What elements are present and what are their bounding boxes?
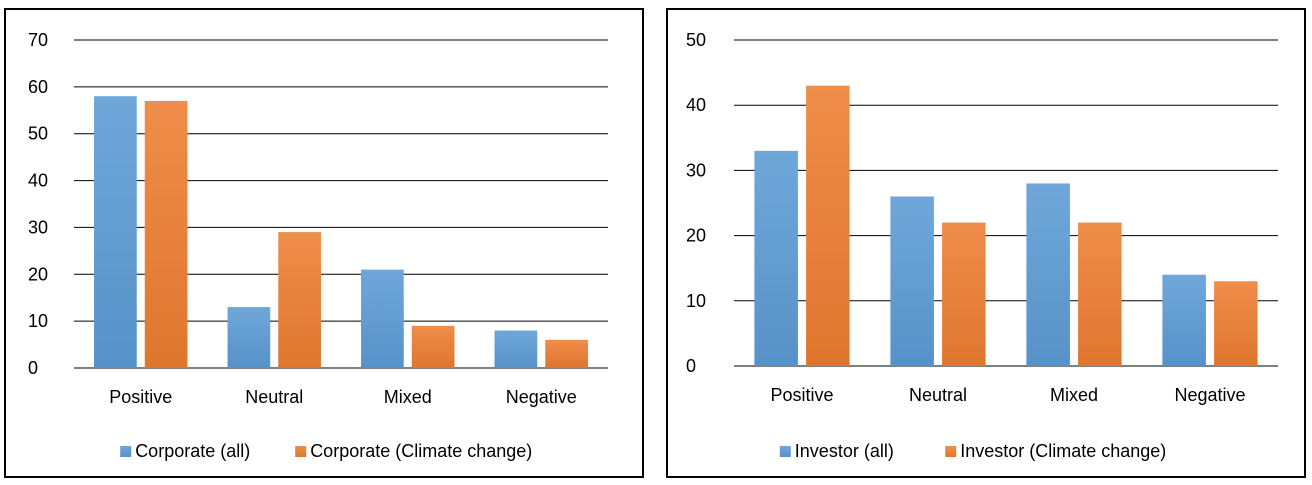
bar-investor-climate-change-neutral (942, 222, 986, 366)
legend-swatch (295, 446, 307, 457)
category-label: Negative (1174, 385, 1245, 405)
legend-label: Corporate (Climate change) (310, 441, 532, 461)
category-label: Positive (109, 387, 172, 407)
bar-investor-all-neutral (890, 196, 934, 366)
y-tick-label: 20 (28, 264, 48, 284)
category-label: Neutral (909, 385, 967, 405)
y-tick-label: 10 (686, 291, 706, 311)
y-tick-label: 10 (28, 311, 48, 331)
bar-corporate-all-negative (494, 330, 538, 368)
y-tick-label: 40 (686, 95, 706, 115)
category-label: Negative (506, 387, 577, 407)
y-tick-label: 0 (28, 358, 38, 378)
y-tick-label: 20 (686, 226, 706, 246)
bar-investor-climate-change-mixed (1078, 222, 1122, 366)
legend-label: Investor (Climate change) (960, 441, 1166, 461)
bar-corporate-all-positive (94, 96, 137, 368)
bar-corporate-climate-change-mixed (411, 325, 455, 368)
bar-investor-all-negative (1162, 274, 1206, 366)
bar-corporate-climate-change-neutral (278, 232, 321, 368)
y-tick-label: 50 (686, 30, 706, 50)
category-label: Positive (770, 385, 833, 405)
y-tick-label: 70 (28, 30, 48, 50)
legend-label: Investor (all) (795, 441, 894, 461)
legend-swatch (120, 446, 132, 457)
y-tick-label: 50 (28, 124, 48, 144)
chart-panel-corporate: 0 10 20 30 40 50 60 70 Positive Neutral Mixed Negat… (4, 8, 644, 478)
y-tick-label: 30 (28, 217, 48, 237)
y-tick-label: 30 (686, 160, 706, 180)
category-label: Mixed (1050, 385, 1098, 405)
category-label: Mixed (384, 387, 432, 407)
bar-investor-all-mixed (1026, 183, 1070, 366)
bar-investor-climate-change-positive (806, 85, 850, 366)
chart-corporate: 0 10 20 30 40 50 60 70 Positive Neutral Mixed Negat… (28, 30, 608, 461)
bar-investor-climate-change-negative (1214, 281, 1258, 366)
bar-corporate-climate-change-negative (545, 339, 588, 368)
bar-corporate-climate-change-positive (144, 100, 188, 369)
legend-label: Corporate (all) (135, 441, 250, 461)
bar-corporate-all-mixed (361, 269, 404, 368)
chart-investor: 0 10 20 30 40 50 Positive Neutral Mixed Negative I… (686, 30, 1278, 461)
legend-swatch (945, 446, 957, 457)
y-tick-label: 0 (686, 356, 696, 376)
y-tick-label: 60 (28, 77, 48, 97)
bar-investor-all-positive (754, 150, 798, 366)
category-label: Neutral (245, 387, 303, 407)
y-tick-label: 40 (28, 171, 48, 191)
chart-panel-investor: 0 10 20 30 40 50 Positive Neutral Mixed Negative I… (666, 8, 1306, 478)
bar-corporate-all-neutral (227, 307, 271, 368)
legend-swatch (779, 446, 791, 457)
